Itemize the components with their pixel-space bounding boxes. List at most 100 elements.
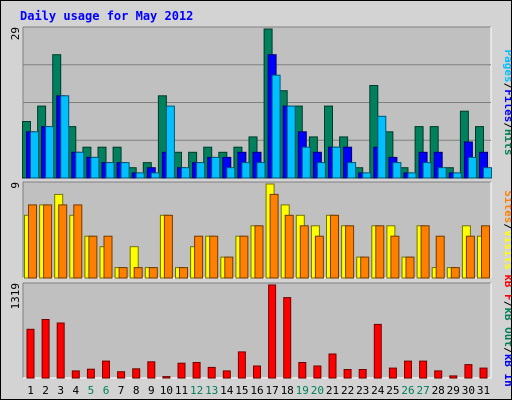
x-tick-label: 5 — [88, 384, 95, 397]
bar-sites: Sites 4: 7 — [73, 204, 83, 279]
bar-kb-f: kB F 18: 1140 — [283, 297, 292, 379]
bar-sites: Sites 20: 4 — [314, 235, 324, 279]
bar-sites: Sites 13: 4 — [209, 235, 219, 279]
bar-kb-f: kB F 13: 150 — [207, 366, 216, 379]
x-tick-label: 30 — [462, 384, 475, 397]
bar-sites: Sites 31: 5 — [481, 225, 490, 279]
bar-kb-f: kB F 2: 830 — [41, 319, 50, 379]
bar-sites: Sites 21: 6 — [330, 214, 339, 279]
series-label: Pages/Files/Hits — [502, 50, 511, 156]
x-tick-label: 8 — [133, 384, 140, 397]
bar-kb-f: kB F 17: 1319 — [268, 284, 277, 379]
bar-pages: Pages 4: 5 — [75, 151, 85, 179]
bar-sites: Sites 14: 2 — [224, 256, 234, 279]
series-label: Sites/Visits — [502, 190, 511, 270]
bar-pages: Pages 16: 3 — [256, 162, 266, 179]
bar-kb-f: kB F 16: 170 — [253, 365, 261, 379]
bar-kb-f: kB F 5: 125 — [86, 368, 95, 379]
series-label-part: kB Out — [502, 307, 511, 347]
series-label-part: Hits — [502, 129, 511, 156]
bar-sites: Sites 23: 2 — [360, 256, 370, 279]
bar-pages: Pages 17: 20 — [271, 74, 281, 179]
bar-kb-f: kB F 1: 690 — [26, 328, 35, 379]
series-label-part: Pages — [502, 50, 511, 83]
bar-sites: Sites 15: 4 — [239, 235, 249, 279]
y-max-label: 29 — [9, 27, 22, 40]
bar-kb-f: kB F 24: 760 — [373, 323, 382, 379]
bar-pages: Pages 26: 1 — [407, 172, 417, 179]
x-tick-label: 28 — [432, 384, 445, 397]
bar-pages: Pages 31: 2 — [483, 167, 492, 179]
bar-sites: Sites 12: 4 — [194, 235, 204, 279]
bar-pages: Pages 11: 2 — [181, 167, 190, 179]
bar-pages: Pages 9: 1 — [150, 172, 160, 179]
bar-kb-f: kB F 12: 220 — [192, 362, 201, 379]
bar-kb-f: kB F 7: 90 — [117, 371, 126, 379]
bar-sites: Sites 11: 1 — [179, 267, 188, 279]
bar-pages: Pages 24: 12 — [377, 115, 387, 179]
x-tick-label: 2 — [42, 384, 49, 397]
bar-sites: Sites 7: 1 — [118, 267, 128, 279]
bar-pages: Pages 19: 6 — [301, 146, 311, 179]
series-label-part: kB F — [502, 274, 511, 301]
bar-sites: Sites 8: 1 — [133, 267, 143, 279]
y-max-label: 1319 — [9, 283, 22, 310]
bar-pages: Pages 27: 3 — [422, 162, 432, 179]
bar-sites: Sites 30: 4 — [465, 235, 475, 279]
x-tick-label: 17 — [265, 384, 278, 397]
x-tick-label: 21 — [326, 384, 339, 397]
bar-sites: Sites 26: 2 — [405, 256, 415, 279]
x-tick-label: 31 — [477, 384, 490, 397]
series-label-part: Files — [502, 89, 511, 122]
x-tick-label: 29 — [447, 384, 460, 397]
x-tick-label: 6 — [103, 384, 110, 397]
series-label-separator: / — [502, 301, 511, 308]
bar-pages: Pages 1: 9 — [30, 131, 39, 179]
bar-kb-f: kB F 26: 240 — [404, 360, 412, 379]
x-tick-label: 25 — [386, 384, 399, 397]
bar-sites: Sites 1: 7 — [28, 204, 37, 279]
bar-kb-f: kB F 21: 340 — [328, 353, 337, 379]
bar-kb-f: kB F 23: 120 — [358, 369, 367, 379]
bar-pages: Pages 30: 4 — [467, 156, 477, 179]
bar-pages: Pages 22: 3 — [347, 162, 357, 179]
bar-sites: Sites 9: 1 — [148, 267, 158, 279]
series-label-part: Sites — [502, 190, 511, 223]
bar-kb-f: kB F 19: 220 — [298, 362, 307, 379]
bar-kb-f: kB F 14: 100 — [222, 370, 231, 379]
x-tick-label: 18 — [281, 384, 294, 397]
x-tick-label: 3 — [57, 384, 64, 397]
series-label-part: Visits — [502, 230, 511, 270]
bar-sites: Sites 16: 5 — [254, 225, 264, 279]
x-tick-label: 12 — [190, 384, 203, 397]
bar-kb-f: kB F 10: 20 — [162, 376, 171, 379]
bar-sites: Sites 27: 5 — [420, 225, 430, 279]
x-tick-label: 1 — [27, 384, 34, 397]
bar-pages: Pages 29: 1 — [452, 172, 462, 179]
bar-pages: Pages 28: 2 — [437, 167, 447, 179]
bar-sites: Sites 17: 8 — [269, 193, 279, 279]
x-tick-label: 22 — [341, 384, 354, 397]
bar-pages: Pages 10: 14 — [165, 105, 175, 179]
bar-kb-f: kB F 28: 100 — [434, 370, 443, 379]
chart-title: Daily usage for May 2012 — [20, 9, 193, 23]
bar-kb-f: kB F 20: 170 — [313, 365, 322, 379]
x-tick-label: 10 — [160, 384, 173, 397]
bar-pages: Pages 13: 4 — [211, 156, 221, 179]
x-tick-label: 15 — [235, 384, 248, 397]
series-label-part: kB In — [502, 354, 511, 387]
bar-sites: Sites 18: 6 — [284, 214, 294, 279]
bar-pages: Pages 7: 3 — [120, 162, 130, 179]
bar-sites: Sites 29: 1 — [450, 267, 460, 279]
bar-pages: Pages 18: 14 — [286, 105, 296, 179]
bar-pages: Pages 21: 6 — [332, 146, 341, 179]
series-label-separator: / — [502, 122, 511, 129]
bar-kb-f: kB F 9: 230 — [147, 361, 156, 379]
bar-sites: Sites 5: 4 — [88, 235, 98, 279]
y-max-label: 9 — [9, 182, 22, 189]
bar-kb-f: kB F 15: 370 — [237, 351, 246, 379]
